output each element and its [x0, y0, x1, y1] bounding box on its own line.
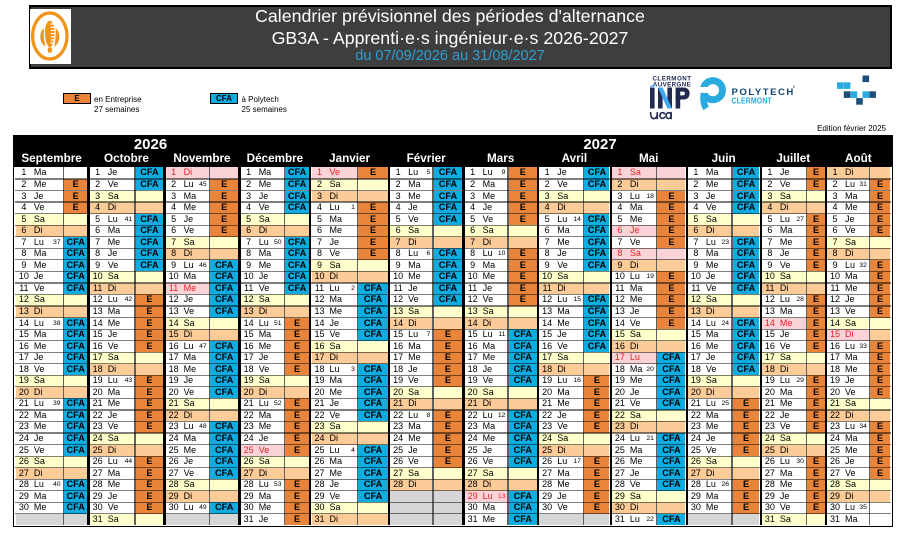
svg-text:AUVERGNE: AUVERGNE [653, 82, 691, 89]
svg-text:POLYTECH: POLYTECH [732, 87, 795, 98]
svg-text:CLERMONT: CLERMONT [732, 96, 773, 106]
svg-text:CLERMONT: CLERMONT [652, 76, 691, 83]
